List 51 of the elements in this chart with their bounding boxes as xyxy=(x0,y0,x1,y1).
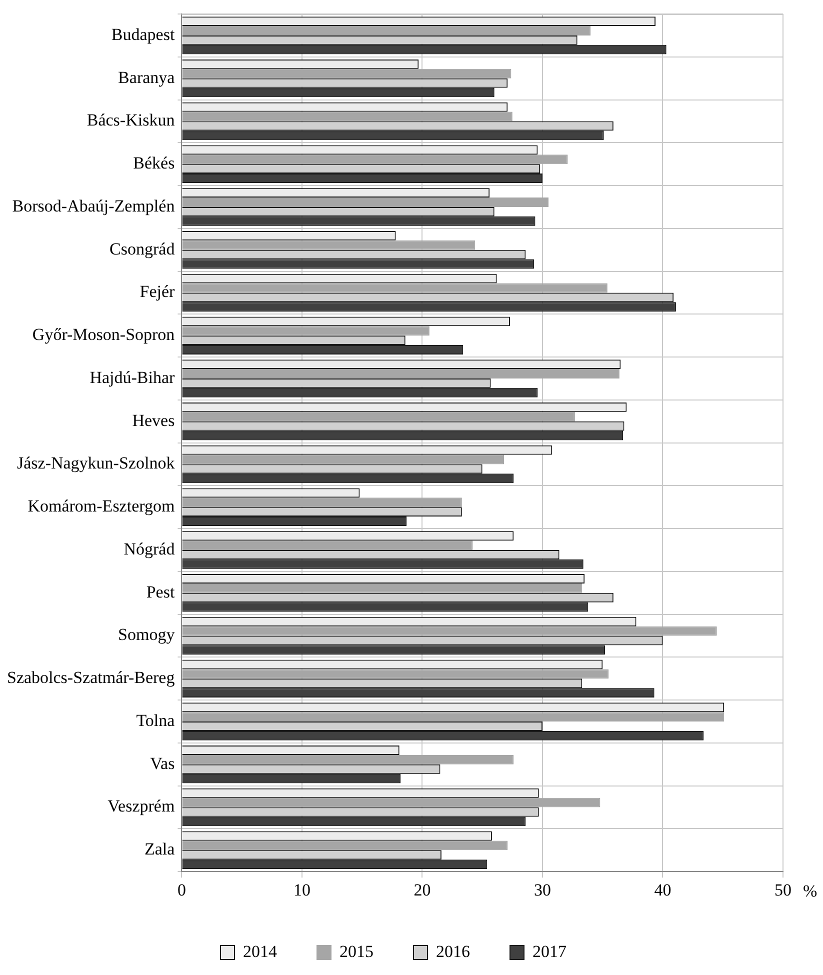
bar xyxy=(182,754,514,764)
x-tick-label: 0 xyxy=(177,880,186,900)
bar xyxy=(182,798,600,808)
y-tick-label: Borsod-Abaúj-Zemplén xyxy=(12,196,176,216)
y-tick-label: Fejér xyxy=(140,282,176,302)
bar xyxy=(182,583,582,593)
bar xyxy=(182,712,724,722)
y-tick-label: Szabolcs-Szatmár-Bereg xyxy=(7,668,176,688)
y-tick-label: Pest xyxy=(146,582,175,602)
y-tick-label: Csongrád xyxy=(110,239,176,258)
y-tick-label: Komárom-Esztergom xyxy=(28,496,175,516)
legend-label: 2016 xyxy=(436,942,470,961)
bar xyxy=(182,26,591,36)
y-tick-label: Bács-Kiskun xyxy=(86,110,176,130)
y-tick-label: Békés xyxy=(133,154,175,173)
y-tick-label: Zala xyxy=(144,840,176,859)
bar xyxy=(182,669,609,679)
y-tick-label: Vas xyxy=(150,754,175,773)
y-tick-label: Heves xyxy=(132,410,175,430)
bar xyxy=(182,154,568,164)
bar xyxy=(182,326,430,336)
y-tick-label: Tolna xyxy=(136,710,176,730)
bar xyxy=(182,112,512,122)
bar xyxy=(182,240,476,250)
y-tick-label: Budapest xyxy=(111,24,175,44)
y-tick-label: Hajdú-Bihar xyxy=(90,368,176,387)
y-tick-label: Baranya xyxy=(118,68,176,87)
y-tick-label: Győr-Moson-Sopron xyxy=(32,325,176,344)
y-tick-label: Somogy xyxy=(118,625,176,644)
x-tick-label: 50 xyxy=(774,880,792,900)
bar xyxy=(182,412,575,422)
bar xyxy=(182,626,717,636)
bar xyxy=(182,369,620,378)
y-tick-label: Jász-Nagykun-Szolnok xyxy=(17,454,176,473)
x-axis-title: % xyxy=(803,882,818,901)
y-tick-label: Nógrád xyxy=(124,539,176,558)
x-tick-label: 10 xyxy=(293,880,310,900)
bar xyxy=(182,283,608,293)
bar xyxy=(182,454,504,464)
x-tick-label: 30 xyxy=(534,880,551,900)
bar xyxy=(182,540,473,550)
legend-label: 2015 xyxy=(340,942,374,961)
legend-label: 2017 xyxy=(532,942,567,961)
bar xyxy=(182,840,508,850)
bar xyxy=(182,498,462,508)
x-tick-label: 20 xyxy=(414,880,431,900)
legend-label: 2014 xyxy=(243,942,278,961)
bar xyxy=(182,68,512,78)
bar xyxy=(182,198,548,207)
x-tick-label: 40 xyxy=(654,880,672,900)
y-tick-label: Veszprém xyxy=(108,796,175,816)
